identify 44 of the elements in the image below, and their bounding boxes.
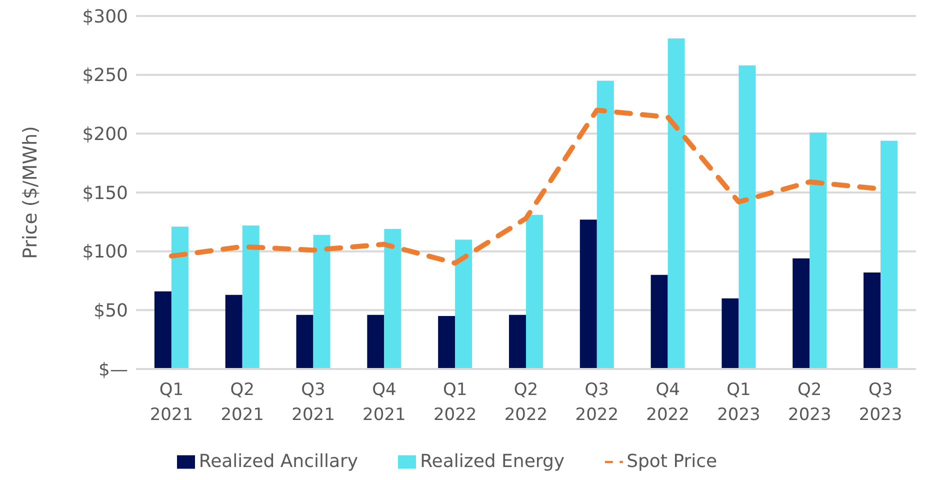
y-tick-label: $300 <box>82 6 128 28</box>
legend-label: Spot Price <box>626 451 718 472</box>
bar <box>864 272 881 369</box>
x-tick-label: Q3 2023 <box>858 380 902 425</box>
bar <box>438 316 456 369</box>
bar <box>384 228 402 369</box>
y-tick-label: $50 <box>94 300 128 322</box>
bar <box>738 65 756 369</box>
bar <box>242 225 260 369</box>
bar <box>526 214 543 369</box>
x-tick-label: Q1 2023 <box>717 380 760 425</box>
bar <box>171 226 188 369</box>
bar <box>313 234 330 369</box>
bar <box>810 132 827 369</box>
bar <box>722 298 739 369</box>
y-tick-label: $150 <box>82 182 128 204</box>
y-tick-label: $250 <box>82 65 128 86</box>
x-tick-label: Q2 2021 <box>220 380 264 425</box>
x-tick-label: Q3 2021 <box>292 380 335 425</box>
bar <box>367 314 384 369</box>
x-tick-label: Q2 2022 <box>504 380 548 425</box>
bar <box>296 314 314 369</box>
y-tick-label: $— <box>98 359 128 380</box>
bar <box>596 80 614 369</box>
x-tick-label: Q2 2023 <box>788 380 832 425</box>
y-axis-title: Price ($/MWh) <box>20 126 42 259</box>
x-tick-label: Q1 2022 <box>433 380 477 425</box>
bar <box>792 258 810 369</box>
y-tick-label: $100 <box>82 242 128 263</box>
legend-label: Realized Ancillary <box>198 451 358 472</box>
y-tick-label: $200 <box>82 124 128 146</box>
bar <box>880 140 898 369</box>
x-tick-label: Q3 2022 <box>575 380 619 425</box>
bar <box>650 274 668 369</box>
x-tick-label: Q4 2021 <box>362 380 406 425</box>
bar <box>508 314 526 369</box>
x-tick-label: Q4 2022 <box>646 380 690 425</box>
legend-label: Realized Energy <box>420 451 565 472</box>
x-tick-label: Q1 2021 <box>150 380 194 425</box>
bar <box>668 38 685 369</box>
bar <box>580 220 597 369</box>
bar <box>225 294 242 369</box>
bar <box>455 240 472 369</box>
bar <box>154 291 172 369</box>
